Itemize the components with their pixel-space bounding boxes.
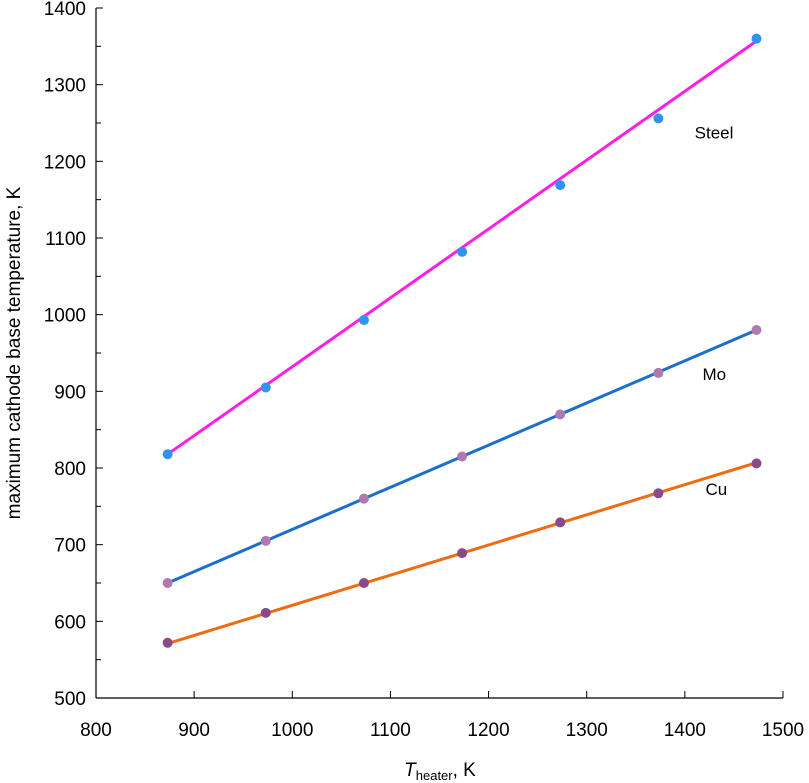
x-tick-label: 1200 (467, 720, 509, 741)
series-labels: Steel Mo Cu (695, 123, 734, 499)
data-point-steel (358, 315, 369, 326)
y-tick-label: 1400 (44, 0, 86, 20)
series-label-mo: Mo (703, 365, 727, 384)
x-tick-label: 1500 (762, 720, 804, 741)
data-point-steel (162, 449, 173, 460)
data-point-steel (457, 246, 468, 257)
x-axis-title: Theater, K (404, 760, 476, 783)
data-point-mo (751, 325, 762, 335)
x-tick-label: 900 (178, 720, 210, 741)
data-point-cu (555, 517, 566, 528)
series-mo (162, 325, 762, 588)
x-axis-title-unit: , K (453, 760, 477, 781)
y-tick-label: 1000 (44, 306, 86, 327)
y-tick-label: 900 (54, 382, 86, 403)
data-point-steel (260, 382, 271, 393)
x-tick-label: 1100 (370, 720, 411, 741)
data-point-mo (555, 409, 566, 420)
y-tick-label: 600 (54, 612, 86, 633)
data-point-mo (260, 535, 271, 546)
data-point-steel (653, 113, 664, 124)
series-layer (162, 33, 762, 648)
series-cu (162, 458, 762, 648)
plot-area: 500 600 700 800 900 1000 1100 1200 1300 1400 800 9… (44, 0, 804, 741)
data-point-mo (653, 367, 664, 378)
series-steel (162, 33, 762, 460)
data-point-steel (555, 180, 566, 191)
data-point-cu (162, 637, 173, 648)
y-tick-label: 1300 (44, 76, 86, 97)
y-axis-title: maximum cathode base temperature, K (4, 186, 25, 519)
data-point-cu (653, 488, 664, 499)
x-tick-label: 1000 (271, 720, 313, 741)
data-point-cu (457, 548, 468, 559)
data-point-cu (751, 458, 762, 469)
series-label-steel: Steel (695, 123, 734, 142)
x-axis-title-main: T (404, 760, 417, 781)
data-point-cu (260, 607, 271, 618)
y-tick-label: 500 (54, 689, 86, 710)
x-tick-label: 1400 (664, 720, 706, 741)
y-tick-label: 800 (54, 459, 86, 480)
y-tick-label: 1100 (45, 229, 86, 250)
data-point-mo (358, 493, 369, 504)
x-tick-label: 800 (80, 720, 112, 741)
y-tick-label: 700 (54, 536, 86, 557)
data-point-cu (358, 578, 369, 588)
data-point-steel (751, 33, 762, 44)
data-point-mo (162, 578, 173, 588)
y-ticks: 500 600 700 800 900 1000 1100 1200 1300 1400 (44, 0, 103, 710)
y-tick-label: 1200 (44, 152, 86, 173)
x-axis-title-subscript: heater (416, 768, 454, 783)
x-ticks: 800 900 1000 1100 1200 1300 1400 1500 (80, 691, 804, 741)
series-label-cu: Cu (705, 480, 727, 499)
x-tick-label: 1300 (566, 720, 608, 741)
data-point-mo (457, 451, 468, 462)
